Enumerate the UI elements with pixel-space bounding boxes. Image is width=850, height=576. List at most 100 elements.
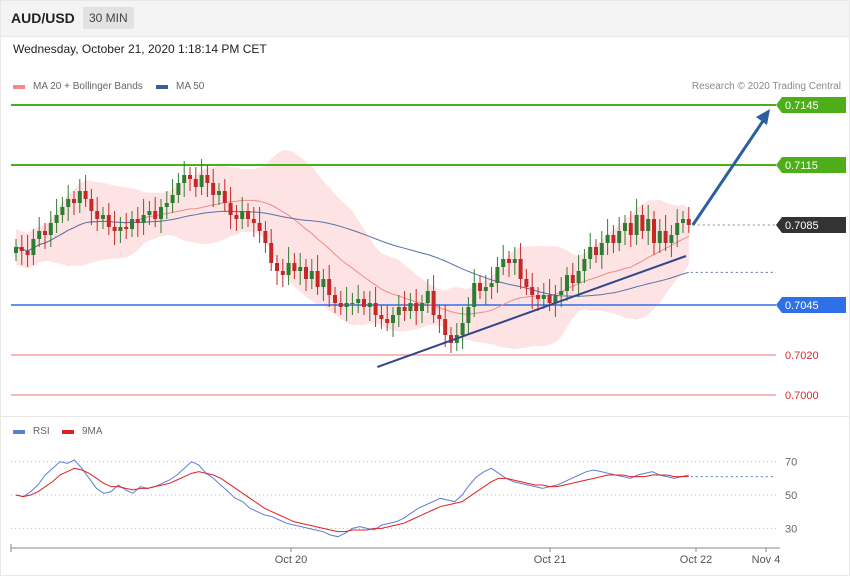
candle-body: [559, 291, 564, 295]
support-trendline: [377, 255, 687, 368]
candle-body: [193, 179, 198, 187]
candle-body: [228, 203, 233, 215]
candle-body: [112, 227, 117, 231]
candle-body: [501, 259, 506, 267]
candle-body: [141, 215, 146, 223]
candle-body: [675, 223, 680, 235]
candle-body: [251, 219, 256, 223]
candle-body: [652, 219, 656, 243]
level-tag-0.7045: [776, 297, 846, 313]
candle-body: [298, 267, 303, 271]
timestamp: Wednesday, October 21, 2020 1:18:14 PM C…: [13, 42, 267, 56]
candle-body: [408, 303, 413, 311]
candle-body: [60, 207, 65, 215]
candle-body: [83, 191, 88, 199]
candle-body: [292, 263, 297, 271]
candle-body: [646, 219, 651, 231]
candle-body: [524, 279, 529, 287]
candle-body: [14, 247, 18, 253]
candle-body: [640, 215, 645, 231]
legend-ma50: MA 50: [156, 81, 204, 92]
rsi-swatch: [13, 429, 25, 434]
candle-body: [634, 215, 639, 235]
candle-body: [489, 283, 494, 287]
candle-body: [164, 203, 169, 207]
candle-body: [234, 215, 239, 219]
candle-body: [553, 295, 558, 303]
candle-body: [588, 247, 593, 259]
candle-body: [460, 323, 465, 335]
candle-body: [478, 283, 482, 291]
candle-body: [77, 191, 82, 203]
candle-body: [327, 279, 332, 295]
candle-body: [565, 275, 569, 291]
candle-body: [275, 263, 279, 271]
x-tick-label-0: Oct 20: [275, 554, 307, 566]
candle-body: [385, 319, 390, 323]
candle-body: [48, 223, 53, 235]
candle-body: [333, 295, 337, 303]
candle-body: [536, 295, 540, 299]
bollinger-band: [16, 150, 689, 350]
candle-body: [135, 219, 140, 223]
rsi-tick-label-30: 30: [785, 523, 797, 535]
candle-body: [118, 227, 123, 231]
candle-body: [605, 235, 610, 243]
candle-body: [356, 299, 361, 303]
ma9-label: 9MA: [82, 426, 103, 437]
candle-body: [19, 247, 24, 251]
rsi-line: [15, 459, 689, 538]
candle-body: [66, 199, 71, 207]
header-bar: AUD/USD 30 MIN: [0, 0, 850, 37]
candle-body: [420, 303, 424, 311]
candle-body: [286, 263, 291, 275]
candle-body: [217, 191, 221, 195]
candle-body: [425, 291, 430, 303]
candle-body: [25, 251, 30, 255]
candle-body: [205, 175, 210, 183]
candle-body: [350, 303, 355, 304]
candle-body: [362, 299, 366, 307]
candle-body: [449, 335, 453, 343]
candle-body: [379, 315, 384, 319]
candle-body: [594, 247, 598, 255]
candle-body: [657, 231, 662, 243]
candle-body: [518, 259, 523, 279]
rsi-9ma-line: [15, 467, 689, 533]
candle-body: [443, 319, 448, 335]
candle-body: [507, 259, 511, 263]
timeframe-badge[interactable]: 30 MIN: [83, 7, 134, 29]
level-label-0.7000: 0.7000: [785, 390, 819, 402]
ma9-swatch: [62, 429, 74, 434]
candle-body: [512, 259, 517, 263]
candle-body: [106, 215, 111, 227]
level-tag-0.7115: [776, 157, 846, 173]
rsi-tick-label-50: 50: [785, 490, 797, 502]
candle-body: [686, 219, 691, 225]
candle-body: [495, 267, 500, 283]
candle-body: [530, 287, 535, 295]
candle-body: [263, 231, 268, 243]
candle-body: [304, 267, 308, 279]
candle-body: [170, 195, 175, 203]
candle-body: [315, 271, 320, 287]
candle-body: [176, 183, 181, 195]
rsi-tick-label-70: 70: [785, 457, 797, 469]
candle-body: [466, 307, 471, 323]
level-label-0.7020: 0.7020: [785, 350, 819, 362]
candle-body: [582, 259, 587, 271]
candle-body: [89, 199, 94, 211]
candle-body: [37, 231, 42, 239]
ma50-swatch: [156, 84, 168, 89]
rsi-label: RSI: [33, 426, 50, 437]
candle-body: [222, 191, 227, 203]
candle-body: [72, 199, 76, 203]
candle-body: [617, 231, 622, 243]
level-label-0.7145: 0.7145: [785, 100, 819, 112]
candle-body: [31, 239, 36, 255]
level-label-0.7045: 0.7045: [785, 300, 819, 312]
candle-body: [54, 215, 59, 223]
candle-body: [338, 303, 343, 307]
x-tick-label-3: Nov 4: [752, 554, 781, 566]
